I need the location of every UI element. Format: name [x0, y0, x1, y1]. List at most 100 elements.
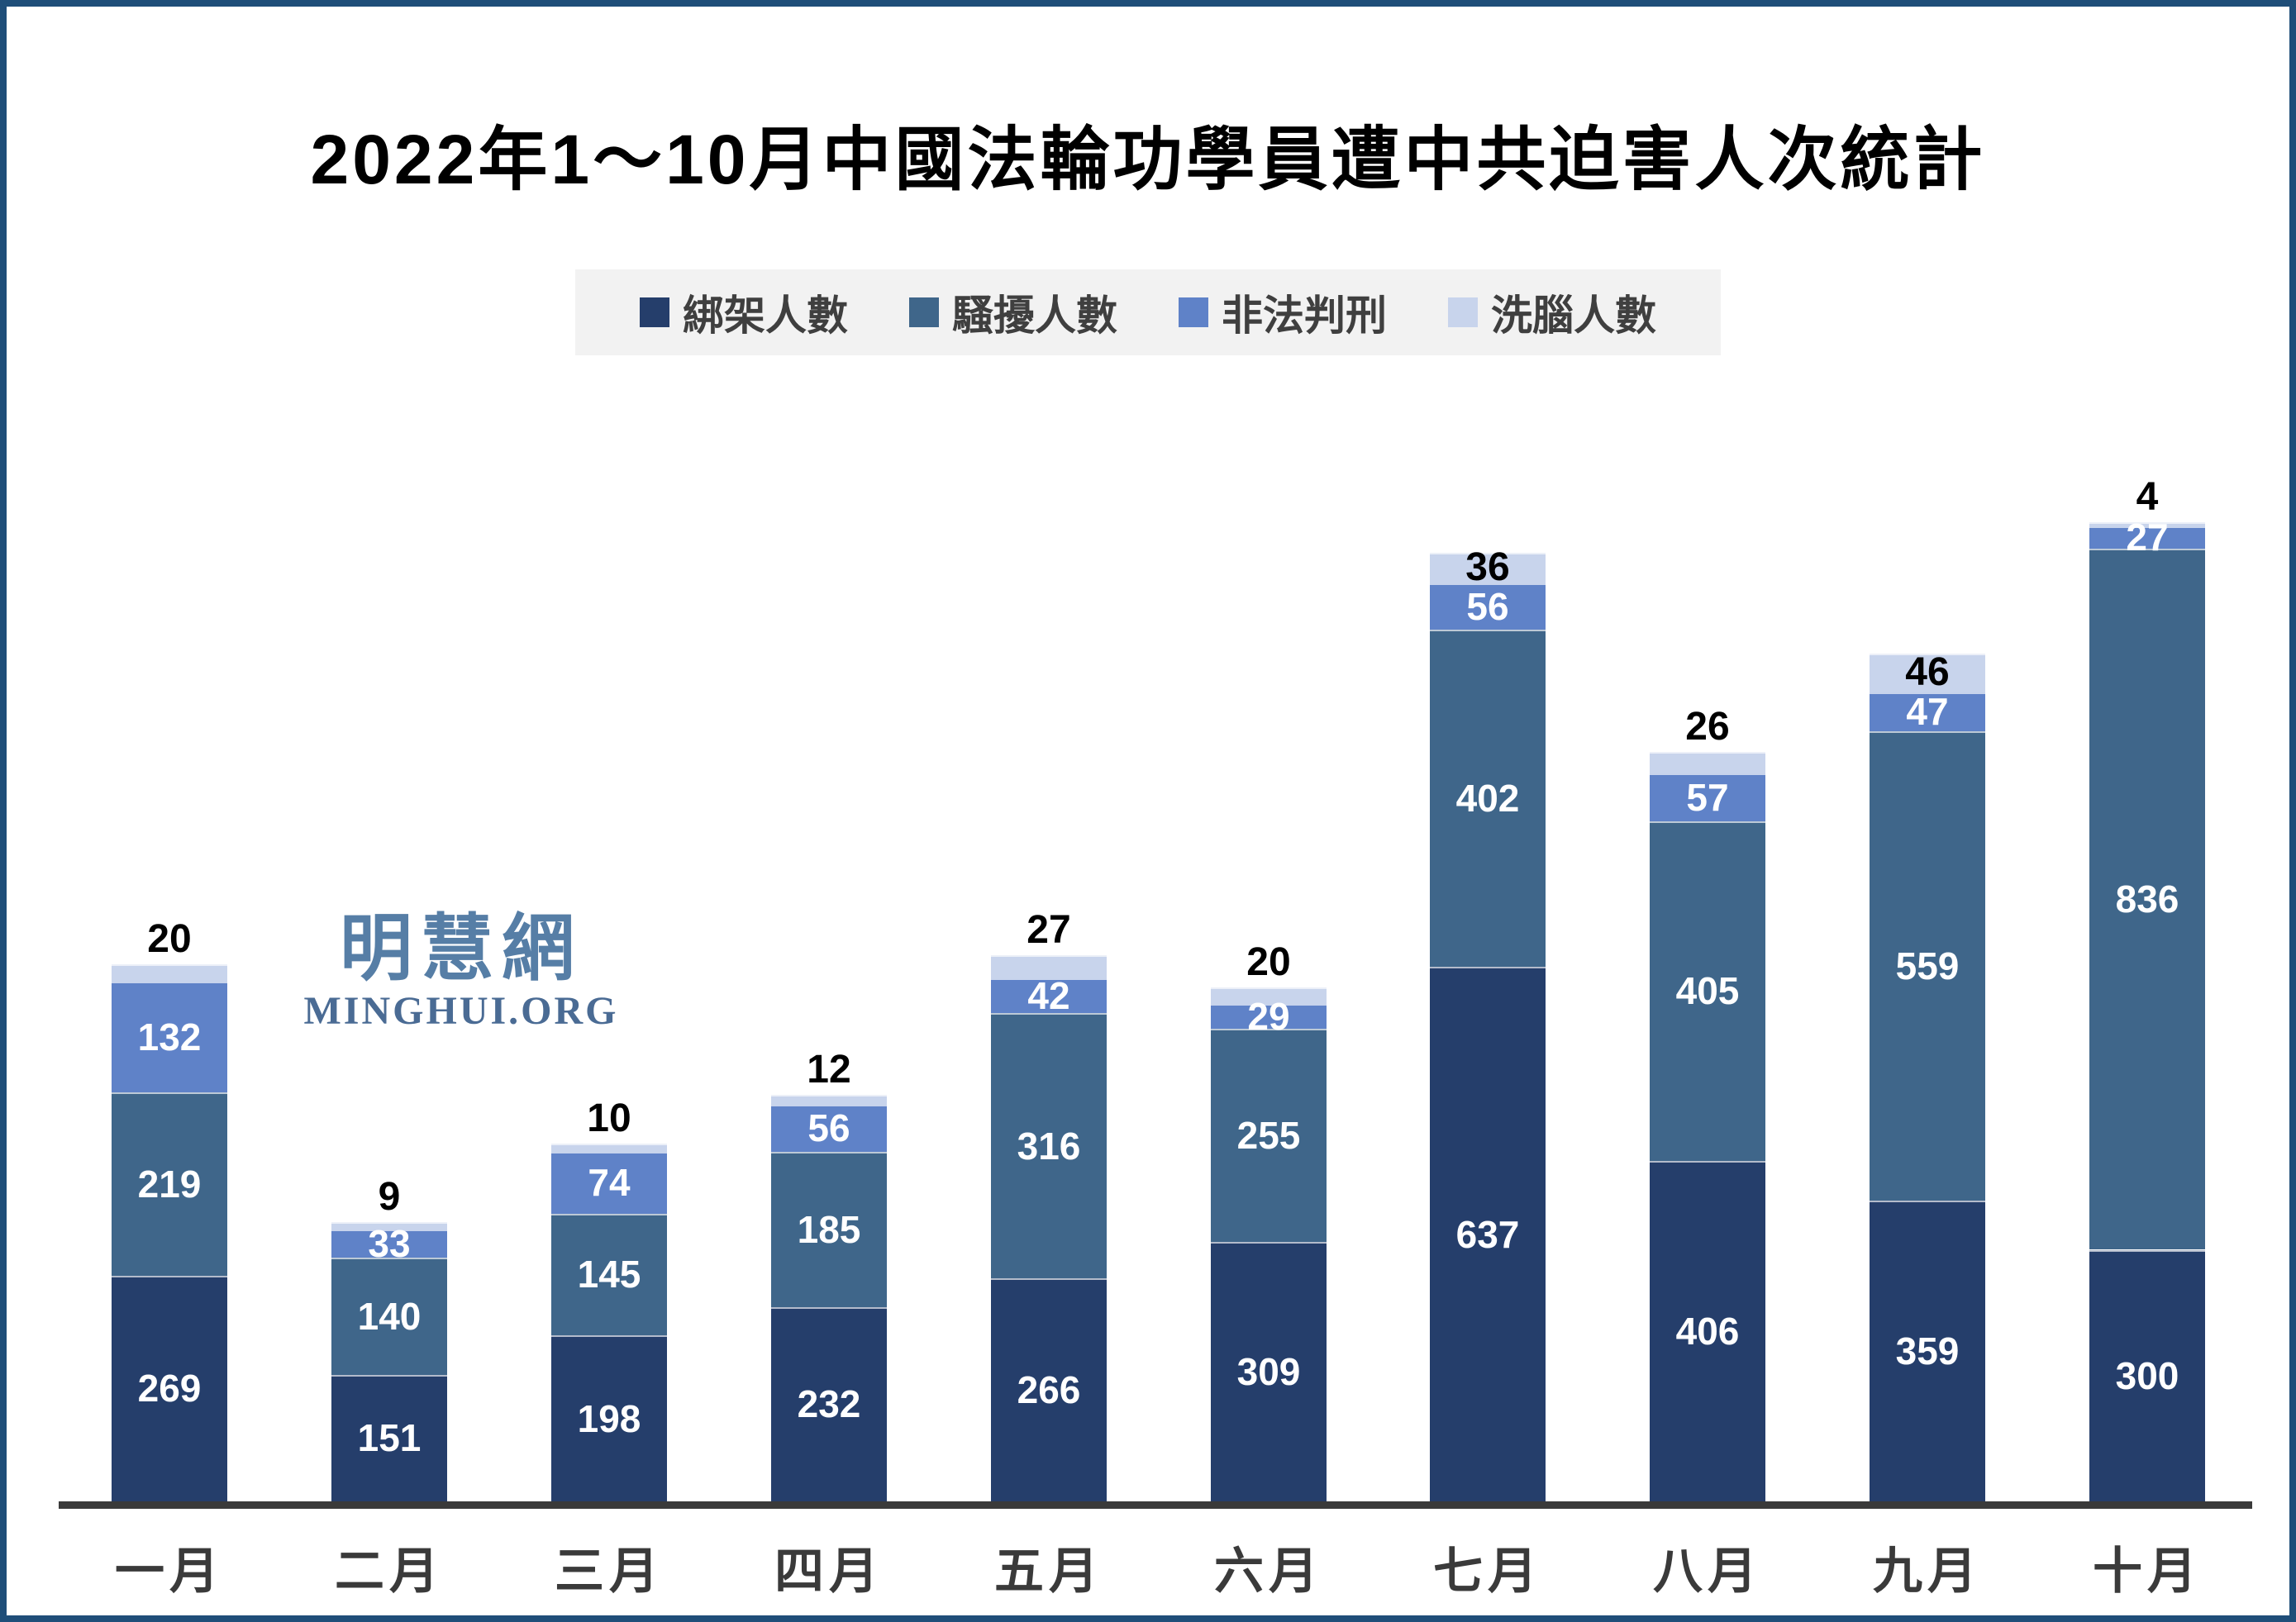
value-label-kidnapped-4: 232	[797, 1382, 861, 1425]
x-axis-label-month-1: 一月	[115, 1544, 224, 1599]
bar-2-segment-harassed	[331, 1257, 447, 1375]
legend-item-harassed: 騷擾人數	[909, 283, 1117, 342]
bar-4-segment-harassed	[771, 1151, 887, 1307]
legend-label-brainwashed: 洗腦人數	[1491, 293, 1656, 339]
value-label-harassed-2: 140	[357, 1295, 422, 1338]
value-label-sentenced-3: 74	[588, 1161, 631, 1204]
x-axis-label-month-7: 七月	[1433, 1544, 1542, 1599]
bar-6-segment-harassed	[1211, 1028, 1327, 1243]
value-label-sentenced-7: 56	[1466, 585, 1509, 628]
bar-9-segment-harassed	[1870, 731, 1985, 1201]
bar-10-segment-sentenced	[2089, 526, 2205, 549]
value-label-harassed-8: 405	[1675, 969, 1740, 1012]
legend-item-kidnapped: 綁架人數	[640, 283, 848, 342]
x-axis-label-month-10: 十月	[2093, 1544, 2202, 1599]
bar-4-segment-kidnapped	[771, 1306, 887, 1501]
chart-title: 2022年1～10月中國法輪功學員遭中共迫害人次統計	[310, 121, 1986, 198]
minghui-logo-en: MINGHUI.ORG	[303, 989, 619, 1033]
bar-1-segment-sentenced	[112, 981, 227, 1092]
bar-8-segment-kidnapped	[1650, 1160, 1765, 1501]
value-label-harassed-4: 185	[797, 1208, 861, 1251]
bar-10-segment-brainwashed	[2089, 522, 2205, 526]
legend-swatch-kidnapped	[640, 297, 669, 327]
value-label-sentenced-10: 27	[2126, 516, 2169, 559]
bar-9-segment-kidnapped	[1870, 1200, 1985, 1501]
x-axis-label-month-2: 二月	[335, 1544, 444, 1599]
legend-swatch-sentenced	[1179, 297, 1208, 327]
value-label-sentenced-8: 57	[1686, 776, 1729, 819]
plot-area: 269 219 132 20 一月 151 140 33 9 二月 198 145 74 10 三月 232 1…	[7, 7, 2289, 1615]
value-label-brainwashed-3: 10	[587, 1096, 631, 1140]
bar-7-segment-harassed	[1430, 630, 1546, 968]
value-label-brainwashed-1: 20	[147, 917, 192, 961]
bar-5-segment-brainwashed	[991, 955, 1107, 978]
value-label-sentenced-6: 29	[1247, 995, 1290, 1038]
x-axis-line	[59, 1501, 2252, 1509]
legend-label-sentenced: 非法判刑	[1222, 293, 1387, 339]
bar-10-segment-harassed	[2089, 548, 2205, 1250]
x-axis-label-month-3: 三月	[555, 1544, 664, 1599]
value-label-kidnapped-3: 198	[577, 1397, 641, 1440]
bar-1-segment-harassed	[112, 1092, 227, 1276]
value-label-harassed-3: 145	[577, 1253, 641, 1296]
value-label-sentenced-5: 42	[1027, 974, 1070, 1017]
bar-6-segment-sentenced	[1211, 1004, 1327, 1029]
value-label-harassed-5: 316	[1017, 1125, 1081, 1168]
bar-3-segment-sentenced	[551, 1151, 667, 1214]
bar-5-segment-harassed	[991, 1013, 1107, 1278]
value-label-brainwashed-7: 36	[1465, 545, 1510, 589]
value-label-sentenced-9: 47	[1906, 690, 1949, 733]
legend-item-sentenced: 非法判刑	[1179, 283, 1387, 342]
bar-6-segment-brainwashed	[1211, 987, 1327, 1005]
legend: 綁架人數 騷擾人數 非法判刑 洗腦人數	[575, 269, 1721, 355]
value-label-kidnapped-2: 151	[357, 1416, 422, 1459]
bar-2-segment-kidnapped	[331, 1374, 447, 1501]
value-label-brainwashed-9: 46	[1905, 650, 1950, 694]
bar-4-segment-brainwashed	[771, 1094, 887, 1105]
legend-label-harassed: 騷擾人數	[952, 293, 1117, 339]
bar-9-segment-sentenced	[1870, 692, 1985, 732]
bar-3-segment-harassed	[551, 1213, 667, 1336]
legend-label-kidnapped: 綁架人數	[683, 293, 848, 339]
bar-2-segment-sentenced	[331, 1230, 447, 1258]
bar-6-segment-kidnapped	[1211, 1242, 1327, 1501]
x-axis-label-month-8: 八月	[1653, 1544, 1762, 1599]
value-label-kidnapped-9: 359	[1895, 1329, 1960, 1372]
bar-8-segment-harassed	[1650, 821, 1765, 1161]
value-label-kidnapped-7: 637	[1455, 1213, 1520, 1256]
bar-5-segment-kidnapped	[991, 1278, 1107, 1501]
bar-4-segment-sentenced	[771, 1104, 887, 1152]
x-axis-label-month-9: 九月	[1873, 1544, 1982, 1599]
bar-5-segment-sentenced	[991, 977, 1107, 1014]
value-label-brainwashed-8: 26	[1685, 705, 1730, 749]
value-label-brainwashed-6: 20	[1246, 940, 1291, 984]
value-label-brainwashed-5: 27	[1027, 908, 1071, 952]
legend-swatch-brainwashed	[1448, 297, 1478, 327]
value-label-harassed-10: 836	[2115, 878, 2179, 920]
x-axis-label-month-6: 六月	[1214, 1544, 1323, 1599]
value-label-harassed-7: 402	[1455, 777, 1520, 820]
value-label-brainwashed-2: 9	[378, 1175, 401, 1219]
bar-10-segment-kidnapped	[2089, 1249, 2205, 1501]
value-label-harassed-1: 219	[137, 1163, 202, 1206]
bar-7-segment-sentenced	[1430, 583, 1546, 630]
value-label-brainwashed-4: 12	[807, 1048, 851, 1092]
value-label-harassed-9: 559	[1895, 944, 1960, 987]
bar-7-segment-kidnapped	[1430, 967, 1546, 1501]
bar-8-segment-brainwashed	[1650, 751, 1765, 773]
value-label-sentenced-2: 33	[368, 1222, 411, 1265]
value-label-kidnapped-8: 406	[1675, 1310, 1740, 1353]
bar-3-segment-brainwashed	[551, 1143, 667, 1152]
legend-swatch-harassed	[909, 297, 939, 327]
legend-item-brainwashed: 洗腦人數	[1448, 283, 1656, 342]
bar-3-segment-kidnapped	[551, 1335, 667, 1501]
value-label-kidnapped-6: 309	[1236, 1350, 1301, 1393]
value-label-sentenced-1: 132	[137, 1016, 202, 1058]
minghui-logo-cn: 明慧網	[339, 907, 583, 989]
bar-8-segment-sentenced	[1650, 773, 1765, 821]
value-label-brainwashed-10: 4	[2136, 475, 2159, 519]
value-label-sentenced-4: 56	[807, 1106, 850, 1149]
bar-1-segment-brainwashed	[112, 964, 227, 982]
x-axis-label-month-4: 四月	[774, 1544, 884, 1599]
